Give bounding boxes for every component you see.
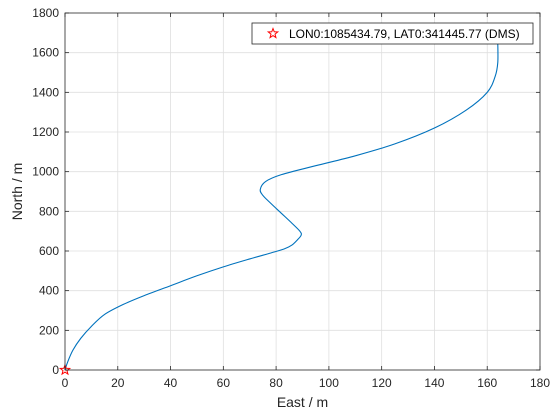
plot-area <box>65 13 540 370</box>
y-tick-label: 600 <box>39 244 59 258</box>
x-tick-label: 120 <box>372 376 392 390</box>
x-tick-label: 80 <box>269 376 283 390</box>
y-tick-label: 1400 <box>32 85 59 99</box>
y-tick-label: 200 <box>39 323 59 337</box>
y-tick-label: 0 <box>52 363 59 377</box>
plot-frame <box>64 12 541 371</box>
y-tick-label: 1000 <box>32 165 59 179</box>
x-tick-label: 140 <box>424 376 444 390</box>
y-tick-label: 400 <box>39 284 59 298</box>
origin-star-marker <box>58 363 72 376</box>
legend-box <box>251 22 534 45</box>
y-tick-label: 1800 <box>32 6 59 20</box>
x-tick-label: 40 <box>164 376 178 390</box>
y-tick-label: 1600 <box>32 46 59 60</box>
x-tick-label: 180 <box>530 376 550 390</box>
y-tick-label: 800 <box>39 204 59 218</box>
y-axis-label: North / m <box>9 163 25 221</box>
y-tick-label: 1200 <box>32 125 59 139</box>
x-tick-label: 160 <box>477 376 497 390</box>
legend-star-icon <box>266 27 280 39</box>
x-tick-label: 100 <box>319 376 339 390</box>
ticks: 0 20 40 60 80 100 120 140 160 1800200400600800100… <box>32 6 550 390</box>
grid-lines <box>65 13 540 370</box>
series-line <box>64 42 499 371</box>
marker-layer <box>58 363 72 376</box>
series-layer <box>64 42 499 371</box>
x-tick-label: 0 <box>62 376 69 390</box>
x-axis-label: East / m <box>277 394 328 410</box>
x-tick-label: 60 <box>217 376 231 390</box>
legend-entry: LON0:1085434.79, LAT0:341445.77 (DMS) <box>289 27 520 41</box>
legend: LON0:1085434.79, LAT0:341445.77 (DMS) <box>251 22 534 45</box>
x-tick-label: 20 <box>111 376 125 390</box>
